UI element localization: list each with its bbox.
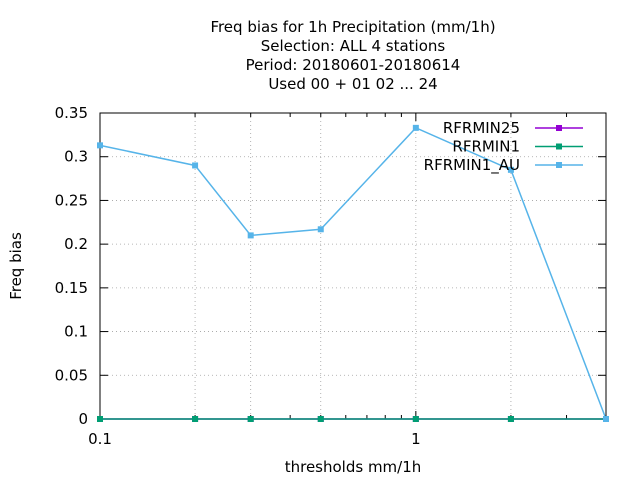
- series-rfrmin1-au: [97, 124, 609, 422]
- y-tick-label-0: 0: [78, 410, 88, 428]
- y-tick-label-3: 0.15: [55, 279, 88, 297]
- data-point-1-5: [507, 416, 514, 422]
- series-lines: [97, 124, 609, 422]
- data-point-2-3: [317, 226, 324, 233]
- legend-marker-2: [556, 162, 562, 168]
- x-axis-label: thresholds mm/1h: [285, 458, 422, 476]
- title-line-4: Used 00 + 01 02 ... 24: [268, 75, 437, 93]
- plot-frame: [99, 112, 607, 420]
- y-tick-label-4: 0.2: [64, 235, 88, 253]
- data-point-2-4: [412, 124, 419, 131]
- legend-label-0: RFRMIN25: [443, 119, 520, 137]
- chart-title: Freq bias for 1h Precipitation (mm/1h)Se…: [210, 18, 495, 93]
- legend-marker-1: [556, 143, 562, 150]
- data-point-2-5: [507, 166, 514, 173]
- y-tick-label-2: 0.1: [64, 323, 88, 341]
- legend-marker-0: [556, 125, 562, 131]
- y-axis-label: Freq bias: [7, 232, 25, 300]
- data-point-1-2: [247, 416, 254, 422]
- data-point-2-6: [603, 416, 609, 422]
- title-line-3: Period: 20180601-20180614: [246, 56, 461, 74]
- data-point-1-0: [97, 416, 103, 422]
- legend-label-2: RFRMIN1_AU: [424, 156, 520, 175]
- data-point-1-3: [317, 416, 324, 422]
- y-tick-label-6: 0.3: [64, 148, 88, 166]
- legend-label-1: RFRMIN1: [452, 138, 520, 156]
- y-tick-label-1: 0.05: [55, 366, 88, 384]
- x-tick-label-1: 1: [411, 430, 421, 448]
- data-point-1-1: [192, 416, 199, 422]
- y-tick-label-7: 0.35: [55, 104, 88, 122]
- x-tick-label-0: 0.1: [88, 430, 112, 448]
- title-line-2: Selection: ALL 4 stations: [261, 37, 446, 55]
- data-point-2-2: [247, 232, 254, 239]
- data-point-2-1: [192, 162, 199, 169]
- series-rfrmin1: [97, 416, 609, 422]
- data-point-2-0: [97, 142, 103, 149]
- title-line-1: Freq bias for 1h Precipitation (mm/1h): [210, 18, 495, 36]
- y-tick-label-5: 0.25: [55, 191, 88, 209]
- data-point-1-4: [412, 416, 419, 422]
- axis-ticks: 0 0.05 0.1 0.15 0.2 0.25 0.3 0.35 0.1 1: [55, 104, 607, 448]
- grid: [100, 113, 606, 419]
